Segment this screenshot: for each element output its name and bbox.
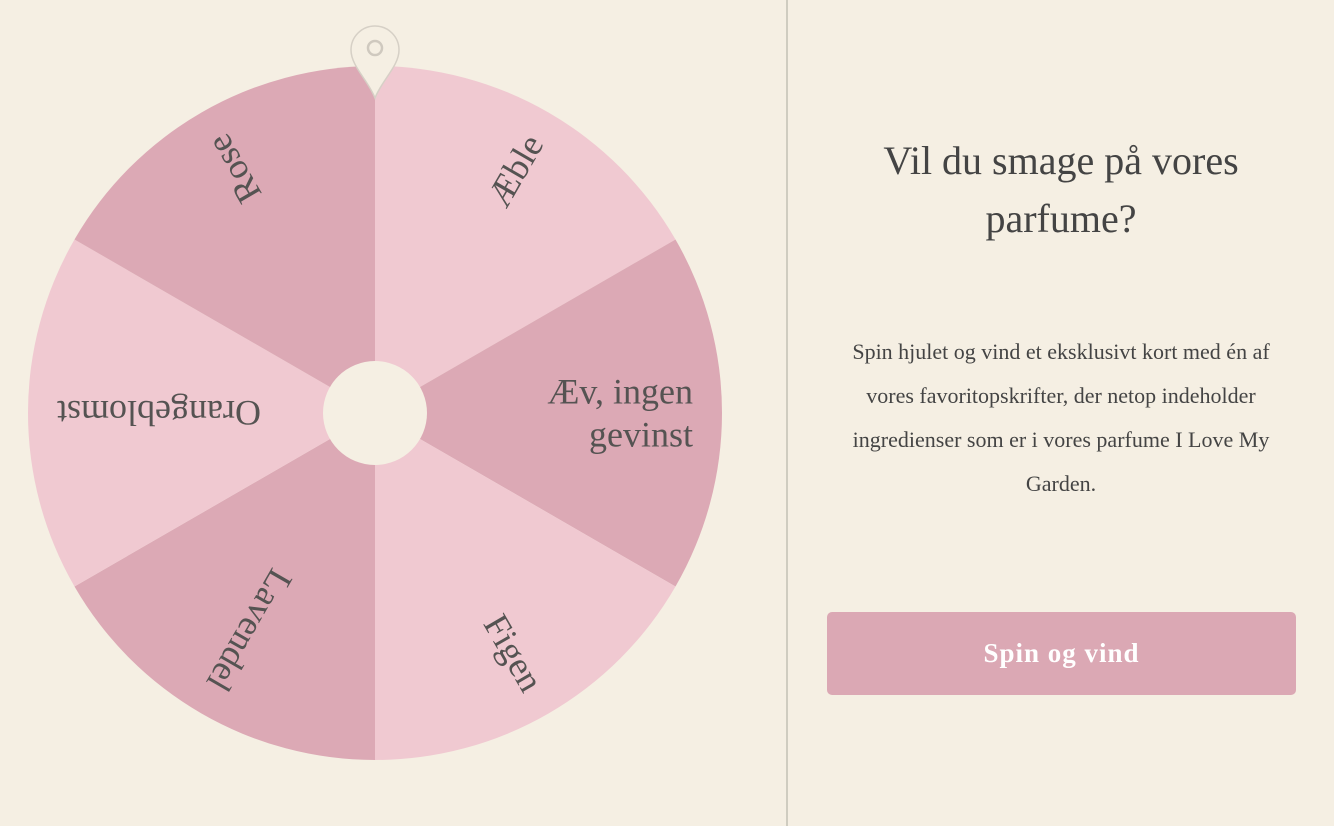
- segment-label-line: Æv, ingen: [547, 372, 693, 412]
- wheel-segment-label: Æv, ingen gevinst: [547, 372, 693, 455]
- wheel-hub: [323, 361, 427, 465]
- wheel-segment-label: Orangeblomst: [57, 393, 261, 433]
- spin-button[interactable]: Spin og vind: [827, 612, 1296, 695]
- segment-label-line: gevinst: [589, 415, 693, 455]
- wheel-segment: [27, 239, 375, 587]
- wheel-segment: [74, 66, 375, 413]
- divider: [786, 0, 788, 826]
- segment-label-line: Orangeblomst: [57, 393, 261, 433]
- map-pin-icon: [350, 25, 400, 101]
- spin-panel: Vil du smage på vores parfume? Spin hjul…: [788, 0, 1334, 826]
- wheel-segment: [375, 239, 722, 587]
- page-title: Vil du smage på vores parfume?: [883, 138, 1239, 241]
- wheel-segment: [375, 66, 676, 413]
- wheel-segment: [74, 413, 375, 760]
- wheel-segment: [375, 413, 676, 760]
- description: Spin hjulet og vind et eksklusivt kort m…: [852, 339, 1270, 496]
